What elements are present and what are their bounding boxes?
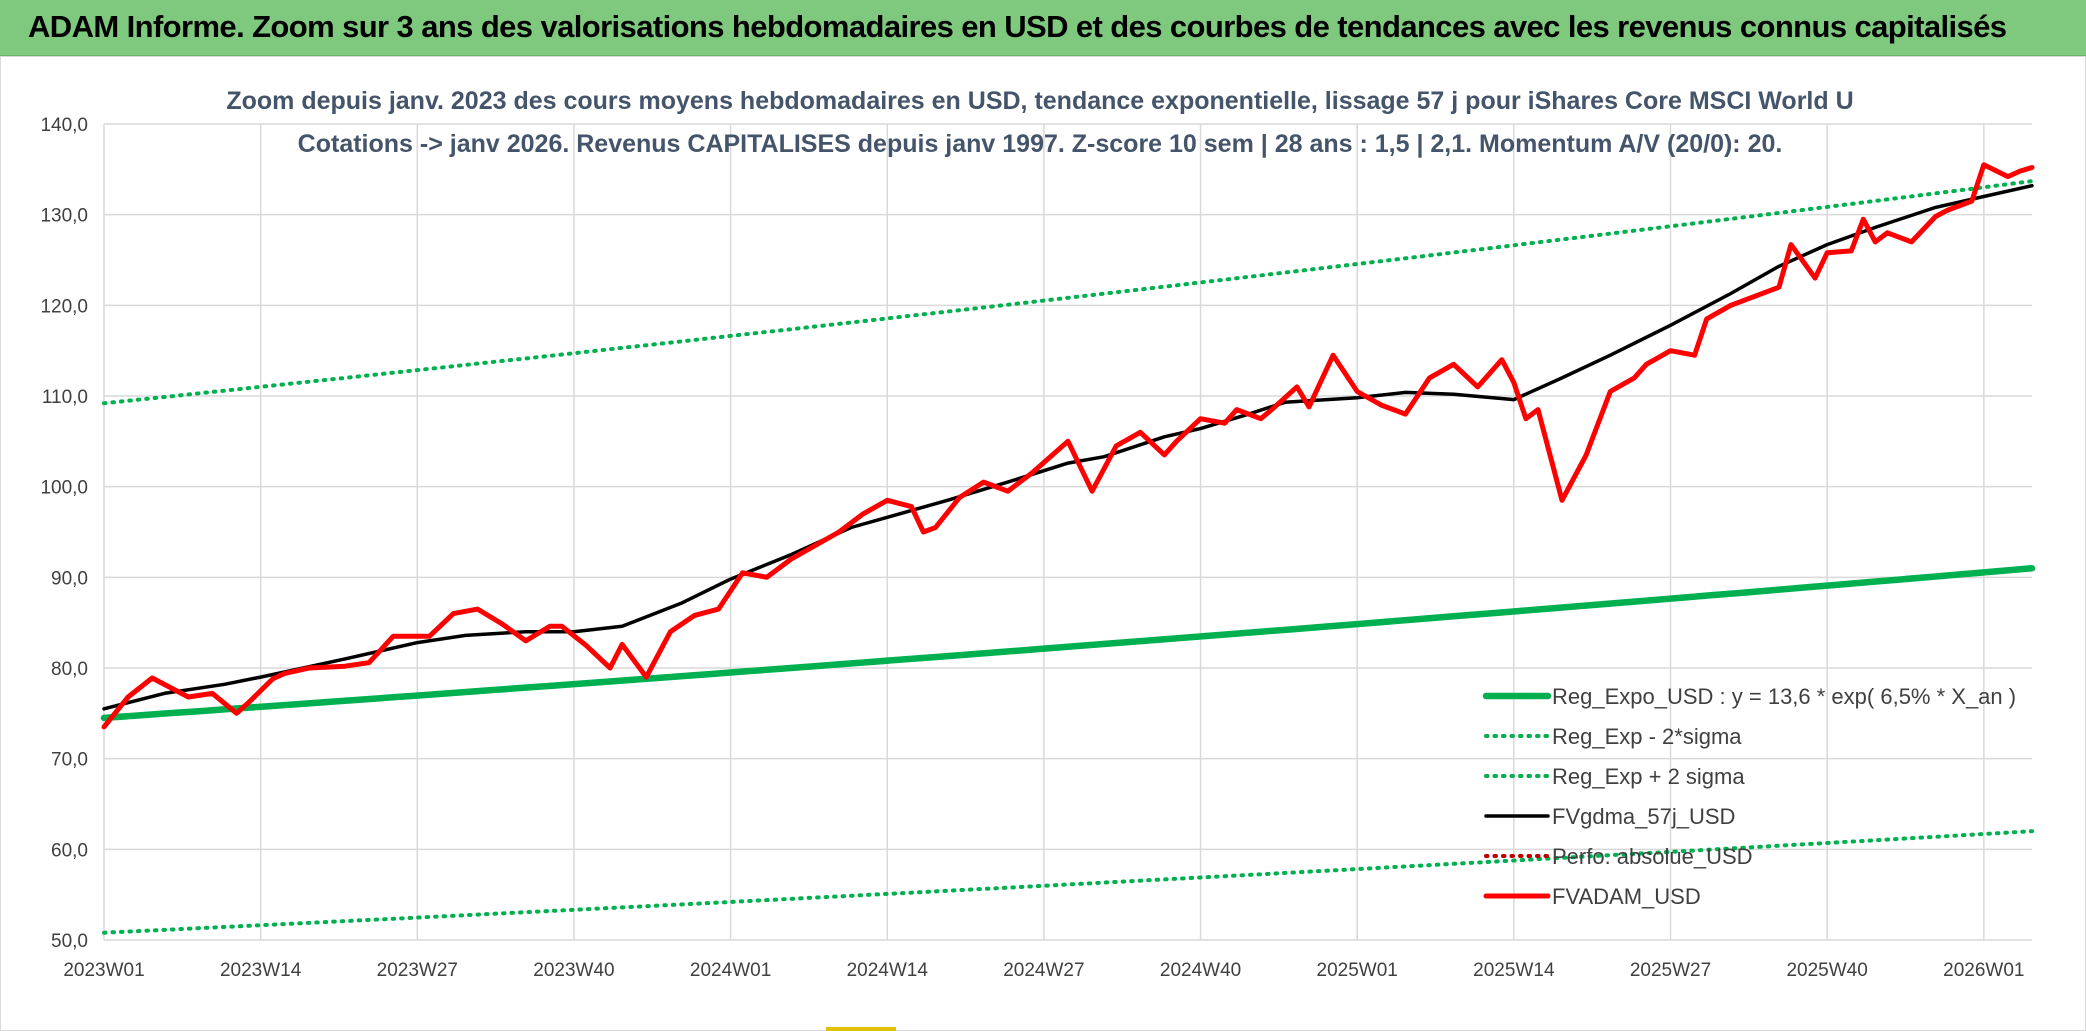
y-tick-label: 80,0 <box>51 659 88 680</box>
series-line-5 <box>101 162 2035 730</box>
chart-frame <box>0 56 2086 1031</box>
chart-title: Zoom depuis janv. 2023 des cours moyens … <box>226 87 1853 158</box>
x-tick-label: 2025W27 <box>1630 960 1711 981</box>
y-tick-label: 130,0 <box>40 206 88 227</box>
y-tick-label: 60,0 <box>51 840 88 861</box>
corner-mark-bottom <box>826 1027 896 1031</box>
x-tick-label: 2023W14 <box>220 960 302 981</box>
series-line-3 <box>102 183 2034 711</box>
x-tick-label: 2023W27 <box>377 960 458 981</box>
x-tick-label: 2024W27 <box>1003 960 1084 981</box>
series-lines <box>100 162 2036 935</box>
y-tick-label: 120,0 <box>40 296 88 317</box>
x-tick-label: 2025W40 <box>1786 960 1867 981</box>
legend-entry-label: Reg_Exp + 2 sigma <box>1552 764 1745 789</box>
y-tick-label: 70,0 <box>51 750 88 771</box>
series-line-1 <box>102 829 2034 935</box>
y-axis-ticks: 50,0 60,0 70,0 80,0 90,0 100,0 110,0 120,0 130,0… <box>40 115 88 952</box>
gridlines <box>103 123 2032 941</box>
legend-entry-label: Reg_Exp - 2*sigma <box>1552 724 1742 749</box>
x-tick-label: 2024W14 <box>847 960 929 981</box>
y-tick-label: 90,0 <box>51 568 88 589</box>
y-tick-label: 100,0 <box>40 478 88 499</box>
legend-entry-label: FVgdma_57j_USD <box>1552 804 1735 829</box>
chart-title-line-1: Zoom depuis janv. 2023 des cours moyens … <box>226 87 1853 115</box>
legend-entry-label: Perfo. absolue_USD <box>1552 844 1753 869</box>
page-title: ADAM Informe. Zoom sur 3 ans des valoris… <box>28 9 2007 44</box>
x-tick-label: 2023W40 <box>533 960 614 981</box>
y-tick-label: 140,0 <box>40 115 88 136</box>
x-tick-label: 2024W01 <box>690 960 771 981</box>
series-line-2 <box>102 179 2034 406</box>
series-line-0 <box>100 565 2036 722</box>
header-bar: ADAM Informe. Zoom sur 3 ans des valoris… <box>0 0 2086 56</box>
chart-title-line-2: Cotations -> janv 2026. Revenus CAPITALI… <box>298 130 1783 158</box>
legend-entry-label: FVADAM_USD <box>1552 884 1701 909</box>
x-tick-label: 2023W01 <box>63 960 144 981</box>
x-tick-label: 2026W01 <box>1943 960 2024 981</box>
legend: Reg_Expo_USD : y = 13,6 * exp( 6,5% * X_… <box>1482 684 2016 909</box>
x-tick-label: 2024W40 <box>1160 960 1241 981</box>
y-tick-label: 110,0 <box>42 387 88 408</box>
x-axis-ticks: 2023W01 2023W14 2023W27 2023W40 2024W01 2024W… <box>63 960 2024 981</box>
y-tick-label: 50,0 <box>51 931 88 952</box>
legend-entry-label: Reg_Expo_USD : y = 13,6 * exp( 6,5% * X_… <box>1552 684 2016 709</box>
x-tick-label: 2025W01 <box>1317 960 1398 981</box>
x-tick-label: 2025W14 <box>1473 960 1555 981</box>
